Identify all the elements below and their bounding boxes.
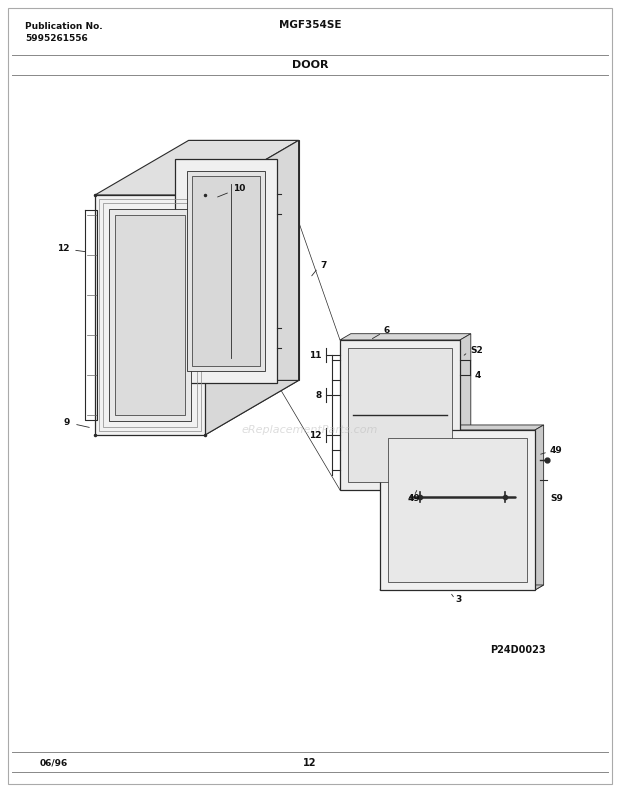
Polygon shape <box>460 333 471 490</box>
Polygon shape <box>340 333 471 340</box>
Polygon shape <box>175 159 277 383</box>
Polygon shape <box>205 140 299 435</box>
Polygon shape <box>340 340 460 490</box>
Text: 10: 10 <box>233 184 246 192</box>
Polygon shape <box>380 585 544 590</box>
Polygon shape <box>192 176 260 366</box>
Polygon shape <box>95 380 299 435</box>
Text: 12: 12 <box>309 431 322 440</box>
Text: 3: 3 <box>455 596 461 604</box>
Text: 5995261556: 5995261556 <box>25 34 88 43</box>
Text: Publication No.: Publication No. <box>25 22 103 31</box>
Text: 7: 7 <box>320 261 326 269</box>
Text: 9: 9 <box>64 417 70 427</box>
Text: 12: 12 <box>58 243 70 253</box>
Polygon shape <box>115 215 185 415</box>
Polygon shape <box>95 140 299 195</box>
Text: S9: S9 <box>550 493 563 502</box>
Polygon shape <box>380 425 544 430</box>
Polygon shape <box>95 195 205 435</box>
Text: 49: 49 <box>408 493 421 502</box>
Text: 6: 6 <box>383 326 389 334</box>
Text: 8: 8 <box>316 390 322 399</box>
Polygon shape <box>188 140 299 380</box>
Text: S2: S2 <box>470 345 483 355</box>
Text: 12: 12 <box>303 758 317 768</box>
Polygon shape <box>380 430 535 590</box>
Text: eReplacementParts.com: eReplacementParts.com <box>242 425 378 435</box>
Text: P24D0023: P24D0023 <box>490 645 546 655</box>
Polygon shape <box>535 425 544 590</box>
Polygon shape <box>187 171 265 371</box>
Polygon shape <box>348 348 452 482</box>
Text: 11: 11 <box>309 351 322 360</box>
Text: 06/96: 06/96 <box>40 758 68 767</box>
Polygon shape <box>388 438 527 582</box>
Text: 4: 4 <box>475 371 481 379</box>
Text: 49: 49 <box>550 445 563 455</box>
Text: MGF354SE: MGF354SE <box>279 20 341 30</box>
Polygon shape <box>109 209 191 421</box>
Text: DOOR: DOOR <box>292 60 328 70</box>
